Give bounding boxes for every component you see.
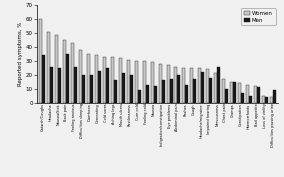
Bar	[214, 73, 217, 103]
Bar	[154, 86, 157, 103]
Y-axis label: Reported symptoms, %: Reported symptoms, %	[18, 22, 23, 86]
Bar	[198, 68, 201, 103]
Bar	[170, 79, 173, 103]
Bar	[119, 58, 122, 103]
Bar	[230, 82, 233, 103]
Bar	[114, 80, 117, 103]
Bar	[273, 90, 276, 103]
Bar	[190, 68, 193, 103]
Bar	[130, 75, 133, 103]
Bar	[209, 78, 212, 103]
Bar	[238, 83, 241, 103]
Bar	[74, 67, 77, 103]
Bar	[178, 75, 181, 103]
Bar	[225, 89, 228, 103]
Bar	[66, 54, 69, 103]
Bar	[174, 67, 178, 103]
Bar	[39, 19, 43, 103]
Bar	[222, 79, 225, 103]
Bar	[87, 54, 90, 103]
Bar	[90, 75, 93, 103]
Bar	[162, 80, 165, 103]
Bar	[233, 82, 236, 103]
Bar	[71, 43, 74, 103]
Bar	[135, 61, 138, 103]
Bar	[206, 69, 209, 103]
Bar	[270, 97, 273, 103]
Bar	[63, 40, 66, 103]
Bar	[146, 85, 149, 103]
Bar	[262, 96, 265, 103]
Bar	[47, 32, 51, 103]
Bar	[257, 87, 260, 103]
Legend: Women, Men: Women, Men	[241, 8, 275, 25]
Bar	[201, 72, 204, 103]
Bar	[103, 57, 106, 103]
Bar	[151, 62, 154, 103]
Bar	[217, 67, 220, 103]
Bar	[265, 97, 268, 103]
Bar	[79, 50, 82, 103]
Bar	[254, 86, 257, 103]
Bar	[241, 93, 244, 103]
Bar	[98, 71, 101, 103]
Bar	[82, 75, 85, 103]
Bar	[185, 85, 188, 103]
Bar	[249, 96, 252, 103]
Bar	[122, 73, 125, 103]
Bar	[138, 90, 141, 103]
Bar	[43, 55, 45, 103]
Bar	[51, 67, 53, 103]
Bar	[246, 85, 249, 103]
Bar	[158, 64, 162, 103]
Bar	[143, 61, 146, 103]
Bar	[58, 68, 61, 103]
Bar	[95, 55, 98, 103]
Bar	[106, 68, 109, 103]
Bar	[127, 59, 130, 103]
Bar	[111, 57, 114, 103]
Bar	[182, 68, 185, 103]
Bar	[166, 65, 170, 103]
Bar	[193, 79, 196, 103]
Bar	[55, 35, 58, 103]
